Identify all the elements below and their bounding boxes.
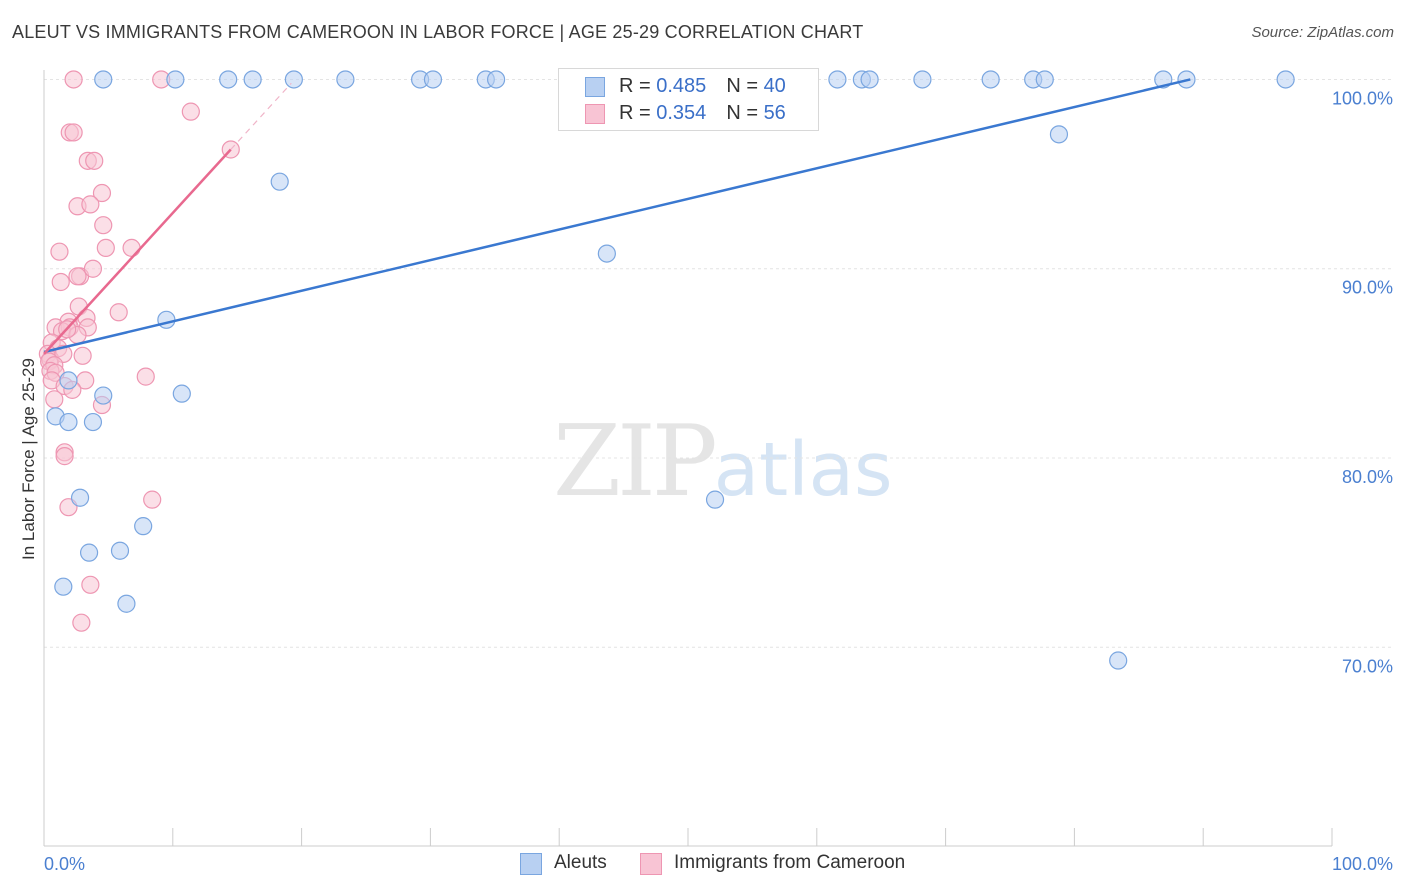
x-tick-label-100: 100.0% bbox=[1332, 854, 1393, 874]
aleut-point-24 bbox=[270, 172, 289, 191]
cameroon-trend-extension bbox=[230, 82, 292, 150]
aleut-point-28 bbox=[59, 371, 78, 390]
aleut-point-30 bbox=[172, 384, 191, 403]
aleut-point-4 bbox=[284, 70, 303, 89]
x-axis-ticks bbox=[43, 828, 1333, 846]
aleut-point-37 bbox=[110, 541, 130, 560]
watermark-atlas: atlas bbox=[713, 427, 893, 513]
x-tick-label-0: 0.0% bbox=[44, 854, 85, 874]
cameroon-point-5 bbox=[64, 123, 83, 142]
cameroon-point-47 bbox=[55, 447, 74, 466]
y-tick-label-70: 70.0% bbox=[1342, 656, 1393, 676]
cameroon-point-44 bbox=[45, 390, 64, 409]
aleut-point-39 bbox=[117, 594, 136, 613]
bottom-cameroon-label: Immigrants from Cameroon bbox=[674, 852, 906, 873]
cameroon-point-10 bbox=[81, 195, 100, 214]
bottom-aleut-swatch bbox=[520, 853, 542, 875]
aleut-point-2 bbox=[219, 70, 238, 89]
cameroon-point-7 bbox=[85, 151, 104, 170]
cameroon-point-11 bbox=[94, 216, 113, 235]
aleut-point-0 bbox=[94, 70, 113, 89]
cameroon-point-14 bbox=[122, 238, 141, 258]
cameroon-n-label: N = bbox=[726, 102, 764, 124]
cameroon-point-13 bbox=[96, 238, 115, 258]
aleut-point-23 bbox=[1276, 70, 1295, 89]
cameroon-point-51 bbox=[72, 613, 91, 632]
cameroon-r-label: R = bbox=[619, 102, 657, 124]
aleut-trend-line bbox=[43, 78, 1191, 354]
cameroon-point-34 bbox=[73, 346, 92, 365]
aleut-point-35 bbox=[134, 517, 153, 536]
aleut-point-17 bbox=[913, 70, 932, 89]
y-axis-label: In Labor Force | Age 25-29 bbox=[19, 358, 38, 560]
cameroon-r-value: 0.354 bbox=[656, 102, 707, 124]
cameroon-point-48 bbox=[143, 490, 162, 509]
aleut-r-label: R = bbox=[619, 75, 657, 97]
cameroon-point-18 bbox=[68, 267, 87, 286]
cameroon-point-16 bbox=[83, 259, 103, 278]
aleut-point-7 bbox=[423, 70, 443, 89]
cameroon-point-8 bbox=[92, 183, 112, 203]
aleut-points bbox=[46, 70, 1295, 670]
y-tick-label-80: 80.0% bbox=[1342, 467, 1393, 487]
cameroon-point-20 bbox=[109, 303, 128, 322]
trend-lines bbox=[43, 78, 1191, 355]
cameroon-swatch bbox=[585, 104, 605, 124]
y-tick-label-100: 100.0% bbox=[1332, 88, 1393, 108]
aleut-point-33 bbox=[83, 412, 103, 432]
aleut-point-38 bbox=[54, 577, 73, 596]
cameroon-point-12 bbox=[50, 242, 69, 261]
y-axis-tick-labels: 100.0% 90.0% 80.0% 70.0% bbox=[1332, 88, 1393, 676]
aleut-point-41 bbox=[1109, 651, 1128, 670]
bottom-cameroon-swatch bbox=[640, 853, 662, 875]
bottom-aleut-label: Aleuts bbox=[554, 852, 607, 873]
x-axis-tick-labels: 0.0% 100.0% bbox=[44, 854, 1393, 874]
aleut-point-26 bbox=[597, 244, 616, 263]
aleut-point-27 bbox=[157, 310, 176, 329]
chart-title: ALEUT VS IMMIGRANTS FROM CAMEROON IN LAB… bbox=[12, 22, 864, 42]
aleut-n-value: 40 bbox=[763, 75, 786, 97]
aleut-point-9 bbox=[486, 70, 506, 89]
aleut-point-1 bbox=[166, 70, 185, 89]
cameroon-n-value: 56 bbox=[763, 102, 786, 124]
cameroon-point-17 bbox=[51, 272, 70, 292]
y-tick-label-90: 90.0% bbox=[1342, 278, 1393, 298]
aleut-point-3 bbox=[243, 70, 262, 89]
aleut-n-label: N = bbox=[726, 75, 764, 97]
cameroon-point-0 bbox=[64, 70, 83, 89]
watermark: ZIPatlas bbox=[553, 405, 893, 519]
cameroon-trend-line bbox=[43, 148, 232, 355]
aleut-point-18 bbox=[981, 70, 1000, 89]
source-label: Source: ZipAtlas.com bbox=[1251, 24, 1394, 41]
aleut-point-32 bbox=[59, 412, 78, 432]
stats-legend: R = 0.485 N = 40 R = 0.354 N = 56 bbox=[558, 68, 819, 131]
cameroon-point-50 bbox=[81, 575, 100, 594]
aleut-point-40 bbox=[705, 490, 725, 509]
aleut-point-29 bbox=[94, 386, 113, 405]
aleut-point-36 bbox=[79, 543, 99, 562]
aleut-r-value: 0.485 bbox=[656, 75, 707, 97]
cameroon-point-43 bbox=[136, 367, 155, 386]
aleut-point-34 bbox=[70, 488, 90, 507]
aleut-point-5 bbox=[336, 70, 355, 89]
watermark-zip: ZIP bbox=[553, 405, 718, 519]
aleut-point-16 bbox=[860, 70, 879, 89]
aleut-point-20 bbox=[1035, 70, 1054, 89]
grid-lines bbox=[44, 78, 1392, 648]
cameroon-points bbox=[38, 70, 240, 632]
aleut-point-25 bbox=[1049, 125, 1069, 144]
cameroon-point-2 bbox=[181, 102, 200, 121]
aleut-swatch bbox=[585, 77, 605, 97]
aleut-point-14 bbox=[828, 70, 847, 89]
